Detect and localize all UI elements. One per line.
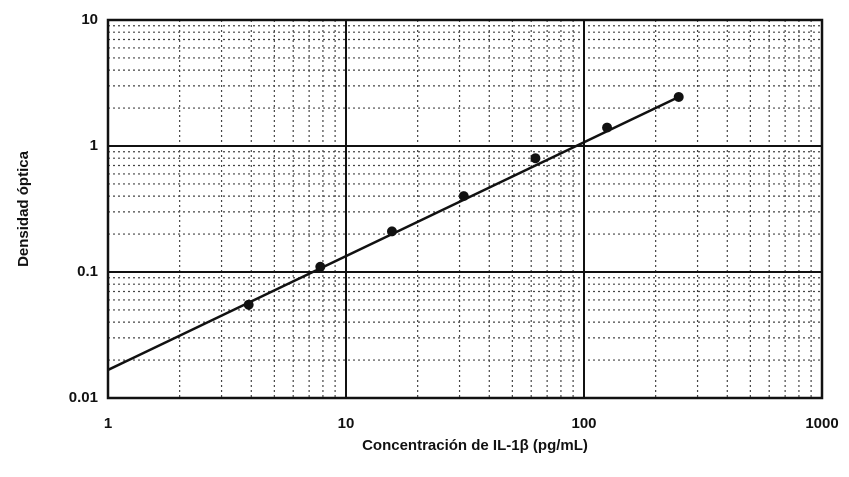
y-tick-label: 1	[90, 137, 98, 154]
x-axis-label: Concentración de IL-1β (pg/mL)	[362, 437, 588, 454]
x-tick-label: 10	[338, 415, 355, 432]
x-tick-label: 100	[571, 415, 596, 432]
data-point	[673, 91, 684, 102]
y-tick-label: 0.01	[69, 389, 98, 406]
plot-frame	[106, 18, 824, 400]
data-point	[243, 299, 254, 310]
data-point	[602, 122, 613, 133]
x-tick-label: 1000	[805, 415, 838, 432]
y-axis-label: Densidad óptica	[15, 150, 32, 267]
x-tick-label: 1	[104, 415, 112, 432]
y-tick-label: 0.1	[77, 263, 98, 280]
data-point	[315, 261, 326, 272]
data-point	[530, 153, 541, 164]
data-point	[386, 226, 397, 237]
y-tick-label: 10	[81, 11, 98, 28]
data-point	[458, 191, 469, 202]
